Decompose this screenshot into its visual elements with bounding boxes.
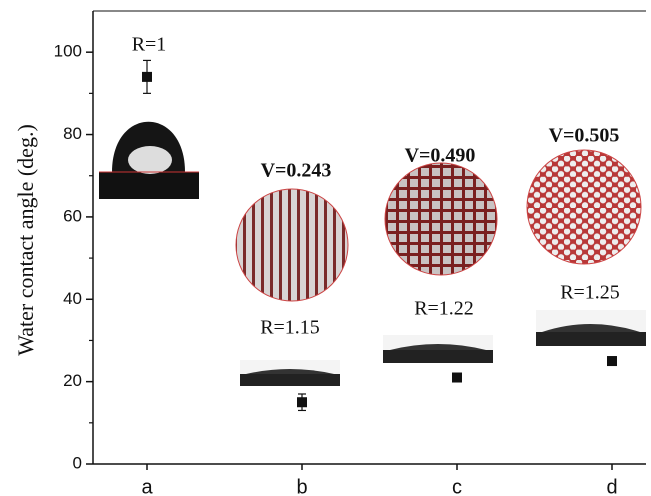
x-tick-label: d xyxy=(606,476,617,496)
y-tick-label: 100 xyxy=(54,42,82,61)
annotation: V=0.505 xyxy=(549,125,620,147)
micrograph-b xyxy=(236,189,348,301)
x-tick-label: c xyxy=(452,476,462,496)
droplet-image-c xyxy=(383,335,493,363)
y-tick-label: 20 xyxy=(63,371,82,390)
x-tick-label: a xyxy=(141,476,153,496)
x-tick-label: b xyxy=(296,476,307,496)
annotation: R=1 xyxy=(132,34,167,56)
annotation: R=1.15 xyxy=(260,317,320,339)
droplet-image-d xyxy=(536,310,646,346)
page: {"chart_data": {"type": "scatter", "y_la… xyxy=(0,0,651,496)
annotation: V=0.243 xyxy=(261,160,332,182)
micrograph-c xyxy=(385,163,497,275)
y-tick-label: 80 xyxy=(63,124,82,143)
droplet-image-a xyxy=(99,122,199,199)
droplet-image-b xyxy=(240,360,340,386)
annotation: V=0.490 xyxy=(405,145,476,167)
point xyxy=(452,373,462,383)
micrograph-d xyxy=(527,150,641,264)
point xyxy=(142,72,152,82)
point xyxy=(297,397,307,407)
y-axis-label: Water contact angle (deg.) xyxy=(13,124,38,356)
annotation: R=1.25 xyxy=(560,282,620,304)
y-tick-label: 40 xyxy=(63,289,82,308)
point xyxy=(607,356,617,366)
y-tick-label: 0 xyxy=(73,453,82,472)
chart: Water contact angle (deg.) 0 20 40 60 80 100 a… xyxy=(0,0,651,496)
annotation: R=1.22 xyxy=(414,298,474,320)
y-tick-label: 60 xyxy=(63,206,82,225)
